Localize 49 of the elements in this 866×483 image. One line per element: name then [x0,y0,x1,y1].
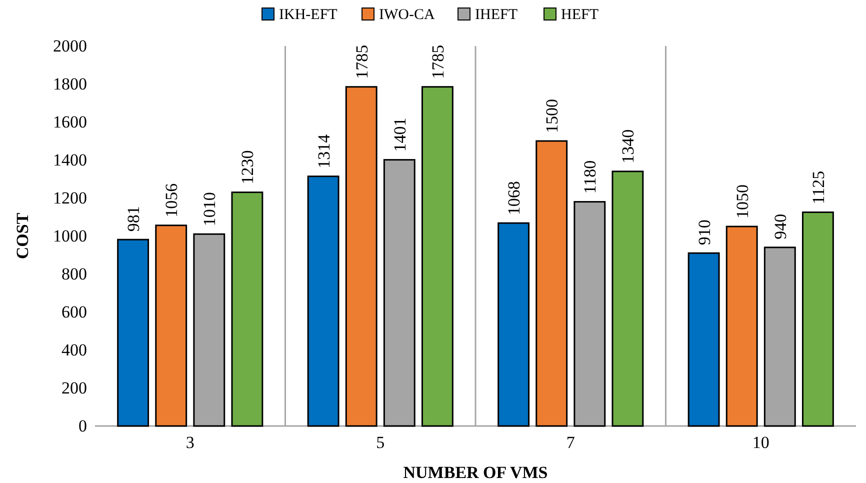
y-tick-label: 200 [62,378,87,398]
data-label: 1180 [580,160,600,194]
bar [498,222,530,427]
y-tick-label: 800 [62,264,87,284]
data-label: 1056 [162,183,182,218]
legend-label: IHEFT [475,7,518,23]
y-tick-label: 1400 [53,150,87,170]
y-axis-title: COST [13,212,32,260]
data-label: 1010 [200,192,220,226]
bar [307,176,340,427]
y-tick-label: 0 [78,416,87,436]
bar [345,86,378,427]
data-label: 1314 [314,134,334,168]
data-label: 1401 [390,118,410,152]
bar [612,170,644,427]
y-tick-label: 400 [62,340,87,360]
bar [117,238,150,427]
data-label: 1785 [428,44,448,79]
data-label: 1050 [732,184,752,218]
y-tick-label: 1200 [53,188,87,208]
data-label: 1068 [504,181,524,216]
bar [802,212,834,427]
bar [231,192,264,427]
x-tick-label: 5 [376,433,385,452]
data-label: 1340 [618,129,638,164]
bar [688,252,720,427]
y-tick-label: 1600 [53,112,87,132]
data-label: 1785 [352,44,372,79]
data-label: 940 [770,214,790,240]
legend-label: IKH-EFT [279,7,338,23]
x-tick-label: 7 [566,433,576,452]
bar [155,224,188,427]
legend-label: HEFT [561,7,598,23]
data-label: 1230 [238,150,258,184]
x-tick-label: 10 [752,433,770,452]
x-tick-label: 3 [186,433,194,452]
y-tick-label: 2000 [53,36,87,56]
legend-label: IWO-CA [379,7,435,23]
data-label: 1125 [808,170,828,204]
y-tick-label: 600 [62,302,87,322]
y-tick-label: 1000 [53,226,87,246]
bar [536,140,568,427]
data-label: 1500 [542,99,562,133]
data-label: 981 [124,206,144,232]
x-axis-title: NUMBER OF VMS [403,463,548,482]
bar [421,86,454,427]
bar [726,226,758,427]
data-label: 910 [694,220,714,246]
y-tick-label: 1800 [53,74,87,94]
